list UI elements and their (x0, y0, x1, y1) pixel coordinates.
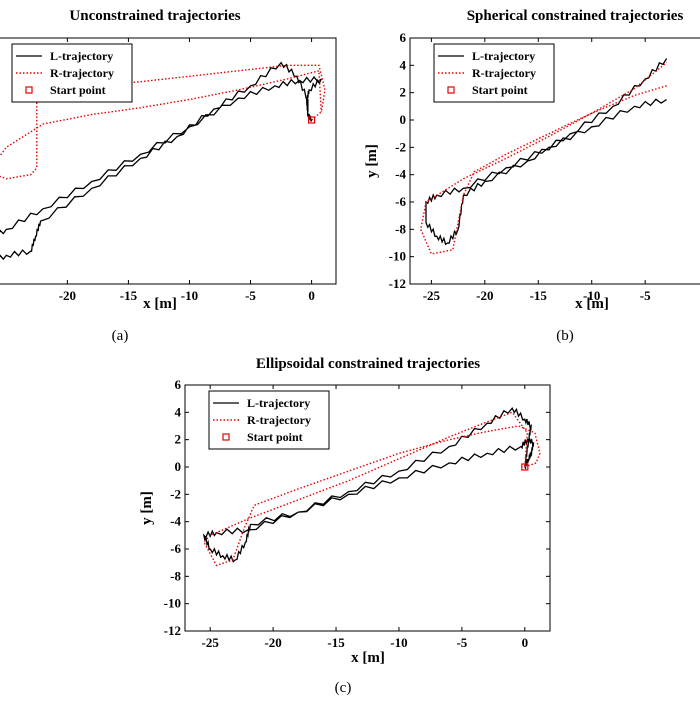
x-tick-label: -25 (423, 288, 441, 303)
y-tick-label: 0 (175, 459, 182, 474)
x-tick-label: 0 (522, 635, 529, 650)
legend-label: R-trajectory (472, 66, 536, 80)
y-tick-label: -6 (170, 541, 181, 556)
chart-panel-b: -25 -20 -15 -10 -5 6 4 2 0 -2 -4 -6 -8 -10 -12 L-trajec… (364, 8, 700, 344)
panel-label: (a) (112, 328, 129, 344)
chart-title: Ellipsoidal constrained trajectories (256, 356, 480, 372)
legend: L-trajectory R-trajectory Start point (208, 390, 330, 450)
y-axis-label: y [m] (139, 491, 155, 525)
legend-swatch-start (447, 86, 455, 94)
legend-label: L-trajectory (472, 49, 535, 63)
legend-label: L-trajectory (50, 49, 113, 63)
legend-label: R-trajectory (50, 66, 114, 80)
legend: L-trajectory R-trajectory Start point (11, 43, 133, 103)
series-line-r-trajectory (203, 411, 541, 567)
x-tick-label: -10 (181, 288, 198, 303)
x-tick-label: -15 (120, 288, 138, 303)
x-tick-label: -15 (530, 288, 548, 303)
y-tick-label: 6 (400, 30, 407, 45)
y-tick-label: 2 (400, 85, 407, 100)
legend-label: Start point (50, 83, 106, 97)
x-axis-label: x [m] (143, 296, 177, 312)
x-tick-label: 0 (308, 288, 315, 303)
x-tick-label: -20 (59, 288, 76, 303)
x-tick-label: -10 (390, 635, 407, 650)
x-tick-label: -5 (456, 635, 467, 650)
y-tick-label: -6 (395, 194, 406, 209)
y-tick-label: -8 (395, 221, 406, 236)
y-tick-label: -10 (389, 249, 406, 264)
y-tick-label: -4 (170, 514, 181, 529)
start-point-marker (521, 463, 529, 471)
legend-label: Start point (247, 430, 303, 444)
series-line-l-trajectory (0, 61, 322, 261)
x-tick-label: -5 (245, 288, 256, 303)
legend-label: Start point (472, 83, 528, 97)
y-axis-label: y [m] (364, 144, 380, 178)
series-line-l-trajectory (425, 58, 668, 246)
y-tick-label: -12 (164, 623, 181, 638)
x-tick-label: -15 (327, 635, 345, 650)
x-axis-label: x [m] (351, 650, 385, 666)
x-axis-label: x [m] (575, 296, 609, 312)
y-tick-label: 6 (175, 377, 182, 392)
y-tick-label: 0 (400, 112, 407, 127)
x-tick-label: -25 (202, 635, 220, 650)
chart-title: Spherical constrained trajectories (467, 8, 684, 24)
y-tick-label: -12 (389, 276, 406, 291)
series-group (0, 61, 326, 261)
series-line-l-trajectory (202, 407, 535, 563)
x-tick-label: -20 (264, 635, 281, 650)
x-tick-label: -10 (583, 288, 600, 303)
x-tick-label: -5 (640, 288, 651, 303)
legend-label: L-trajectory (247, 396, 310, 410)
series-group (202, 407, 541, 567)
y-tick-label: 2 (175, 432, 182, 447)
x-tick-label: -20 (476, 288, 493, 303)
y-tick-label: -10 (164, 596, 181, 611)
y-tick-label: -2 (170, 486, 181, 501)
chart-title: Unconstrained trajectories (69, 8, 240, 24)
chart-panel-a: -20 -15 -10 -5 0 L-trajectory R-trajectory Star… (0, 8, 337, 344)
y-tick-label: -8 (170, 568, 181, 583)
legend: L-trajectory R-trajectory Start point (433, 43, 555, 103)
y-tick-label: -4 (395, 167, 406, 182)
series-group (419, 58, 668, 255)
y-tick-label: -2 (395, 139, 406, 154)
start-point-marker (307, 116, 316, 124)
panel-label: (b) (556, 328, 574, 344)
y-tick-label: 4 (400, 57, 407, 72)
panel-label: (c) (335, 680, 352, 696)
legend-label: R-trajectory (247, 413, 311, 427)
legend-swatch-start (25, 86, 33, 94)
chart-panel-c: -25 -20 -15 -10 -5 0 6 4 2 0 -2 -4 -6 -8 -10 -12 L-traje… (139, 356, 551, 696)
legend-swatch-start (222, 433, 230, 441)
y-tick-label: 4 (175, 404, 182, 419)
